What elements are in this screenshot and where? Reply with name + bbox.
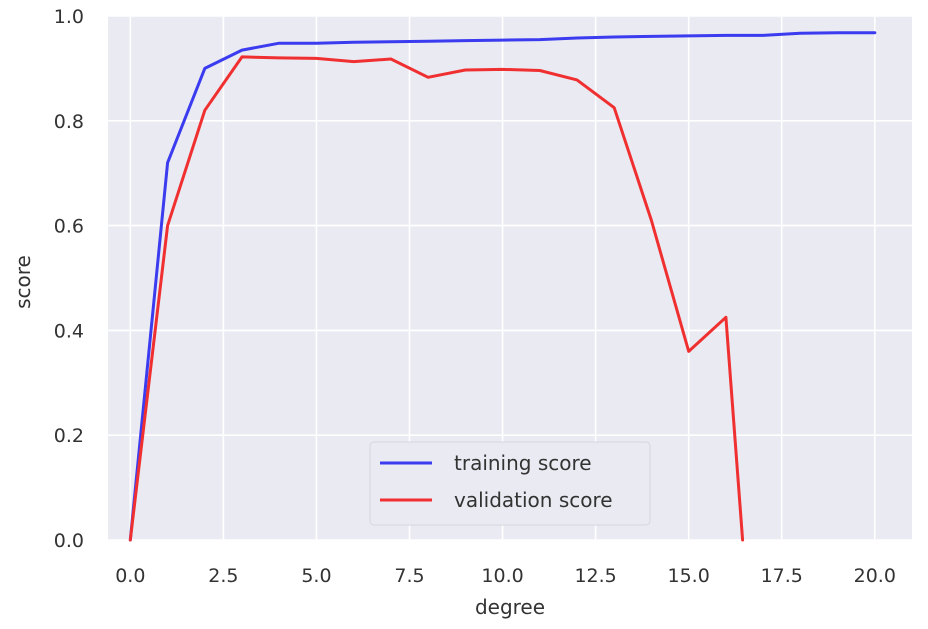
legend-box — [369, 441, 651, 526]
x-tick-label: 0.0 — [115, 565, 145, 587]
series-line-training-score — [128, 31, 877, 542]
x-tick-label: 15.0 — [668, 565, 710, 587]
legend-label-training-score: training score — [454, 451, 592, 475]
y-tick-label: 0.0 — [54, 530, 84, 552]
y-axis-label: score — [11, 255, 35, 309]
x-axis-label: degree — [475, 595, 545, 619]
legend-label-validation-score: validation score — [454, 488, 613, 512]
x-tick-label: 2.5 — [208, 565, 238, 587]
x-tick-label: 12.5 — [574, 565, 616, 587]
series-lines — [128, 31, 877, 542]
y-axis-ticks: 0.0 0.2 0.4 0.6 0.8 1.0 — [54, 6, 84, 552]
x-tick-label: 7.5 — [394, 565, 424, 587]
x-tick-label: 17.5 — [761, 565, 803, 587]
y-tick-label: 0.8 — [54, 111, 84, 133]
x-tick-label: 10.0 — [481, 565, 523, 587]
series-line-validation-score — [128, 55, 745, 542]
x-tick-label: 20.0 — [854, 565, 896, 587]
grid — [108, 15, 912, 541]
y-tick-label: 0.4 — [54, 320, 84, 342]
x-tick-label: 5.0 — [301, 565, 331, 587]
y-tick-label: 0.6 — [54, 216, 84, 238]
x-axis-ticks: 0.0 2.5 5.0 7.5 10.0 12.5 15.0 17.5 20.0 — [115, 565, 896, 587]
y-tick-label: 1.0 — [54, 6, 84, 28]
y-tick-label: 0.2 — [54, 425, 84, 447]
legend: training score validation score — [369, 441, 651, 526]
